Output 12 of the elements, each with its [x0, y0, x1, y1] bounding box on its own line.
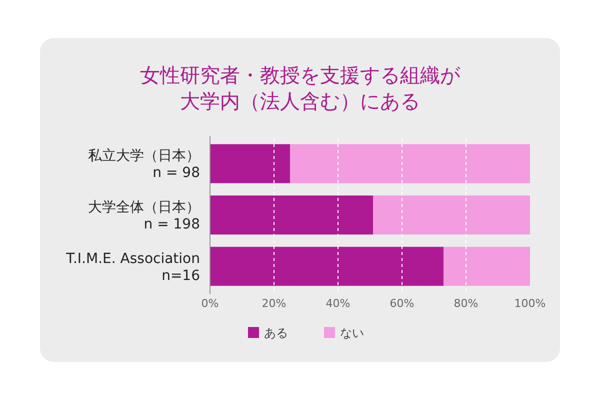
y-tick-label: T.I.M.E. Association n=16: [65, 250, 200, 284]
y-tick-label: 大学全体（日本） n = 198: [88, 200, 200, 232]
x-tick-label: 20%: [262, 297, 286, 310]
legend-label: ない: [340, 326, 364, 340]
chart-title: 女性研究者・教授を支援する組織が大学内（法人含む）にある: [139, 62, 462, 114]
y-tick-label: 私立大学（日本） n = 98: [88, 148, 200, 182]
x-tick-label: 100%: [514, 297, 546, 310]
x-tick-label: 60%: [390, 297, 414, 310]
legend-label: ある: [264, 326, 288, 340]
x-tick-label: 80%: [454, 297, 478, 310]
x-tick-label: 40%: [326, 297, 350, 310]
x-tick-label: 0%: [201, 297, 219, 310]
